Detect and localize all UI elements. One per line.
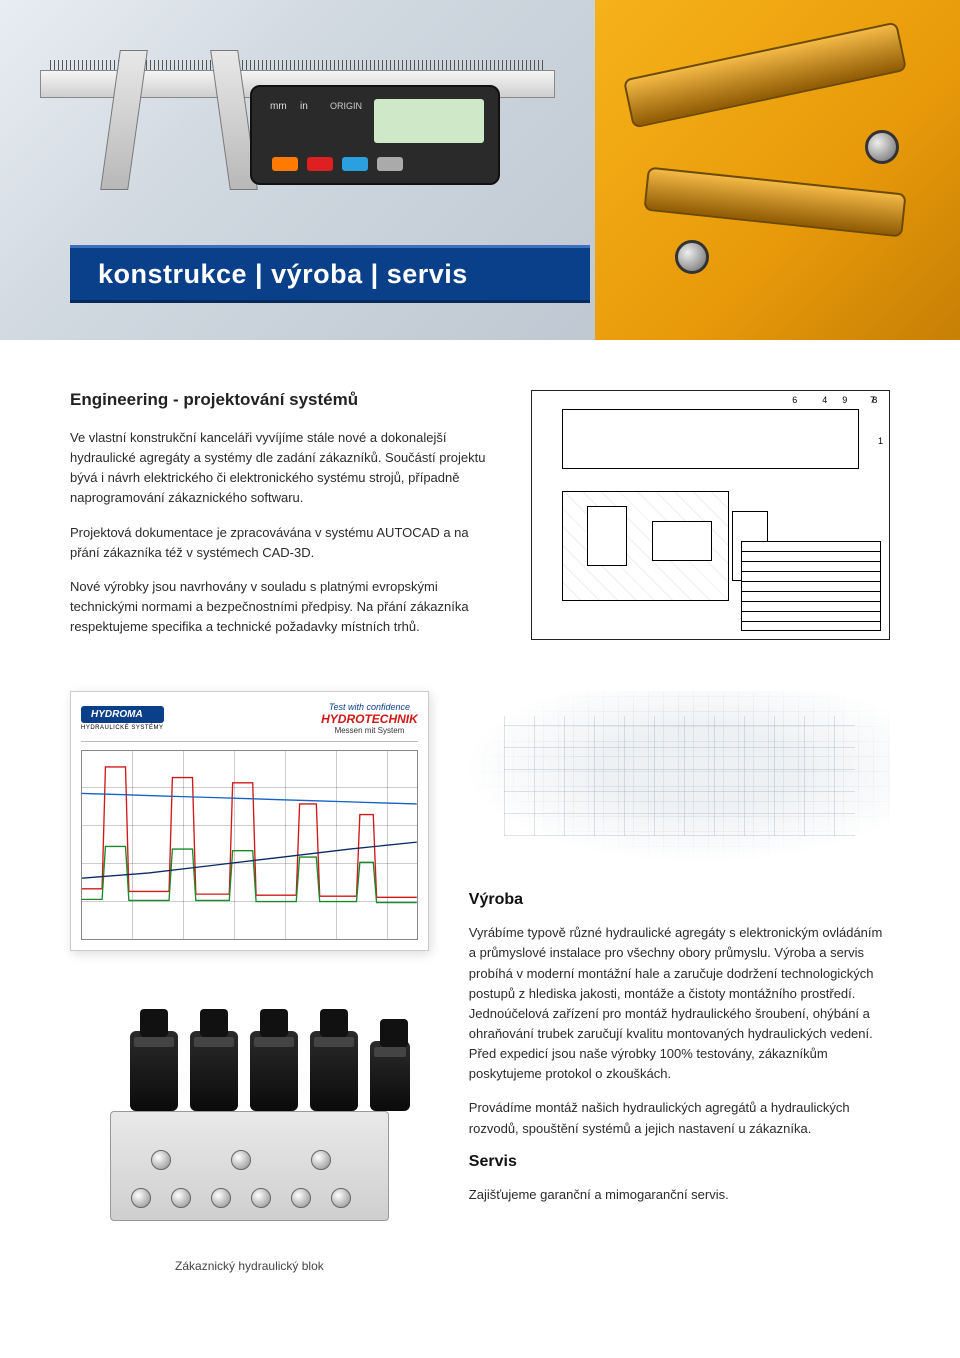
chart-tagline: Test with confidence	[321, 702, 418, 712]
vyroba-p1: Vyrábíme typově různé hydraulické agregá…	[469, 923, 890, 1084]
hydroma-logo: HYDROMA	[81, 706, 164, 723]
engineering-p3: Nové výrobky jsou navrhovány v souladu s…	[70, 577, 491, 637]
caliper-display: mm in ORIGIN	[250, 85, 500, 185]
engineering-p2: Projektová dokumentace je zpracovávána v…	[70, 523, 491, 563]
hero-banner: mm in ORIGIN konstrukce | výroba | servi…	[0, 0, 960, 340]
cad-drawing: 6 4 9 8 7 1	[531, 390, 890, 640]
engineering-heading: Engineering - projektování systémů	[70, 390, 491, 410]
vyroba-heading: Výroba	[469, 891, 890, 909]
servis-p1: Zajišťujeme garanční a mimogaranční serv…	[469, 1185, 890, 1205]
caliper-illustration: mm in ORIGIN	[40, 20, 555, 200]
hydroma-logo-sub: HYDRAULICKÉ SYSTÉMY	[81, 725, 164, 731]
hero-hydraulic-panel	[595, 0, 960, 340]
title-band-text: konstrukce | výroba | servis	[98, 259, 468, 290]
product-caption: Zákaznický hydraulický blok	[70, 1259, 429, 1273]
circuit-diagram-fade	[469, 691, 890, 861]
manifold-illustration	[70, 971, 429, 1251]
caliper-in-label: in	[300, 101, 308, 112]
chart-brand-sub: Messen mit System	[321, 726, 418, 735]
chart-plot	[81, 750, 418, 940]
vyroba-p2: Provádíme montáž našich hydraulických ag…	[469, 1098, 890, 1138]
servis-heading: Servis	[469, 1153, 890, 1171]
engineering-p1: Ve vlastní konstrukční kanceláři vyvíjím…	[70, 428, 491, 509]
caliper-origin-label: ORIGIN	[330, 101, 362, 111]
test-chart-card: HYDROMA HYDRAULICKÉ SYSTÉMY Test with co…	[70, 691, 429, 951]
title-band: konstrukce | výroba | servis	[70, 245, 590, 303]
chart-brand: HYDROTECHNIK	[321, 712, 418, 726]
caliper-mm-label: mm	[270, 101, 287, 112]
